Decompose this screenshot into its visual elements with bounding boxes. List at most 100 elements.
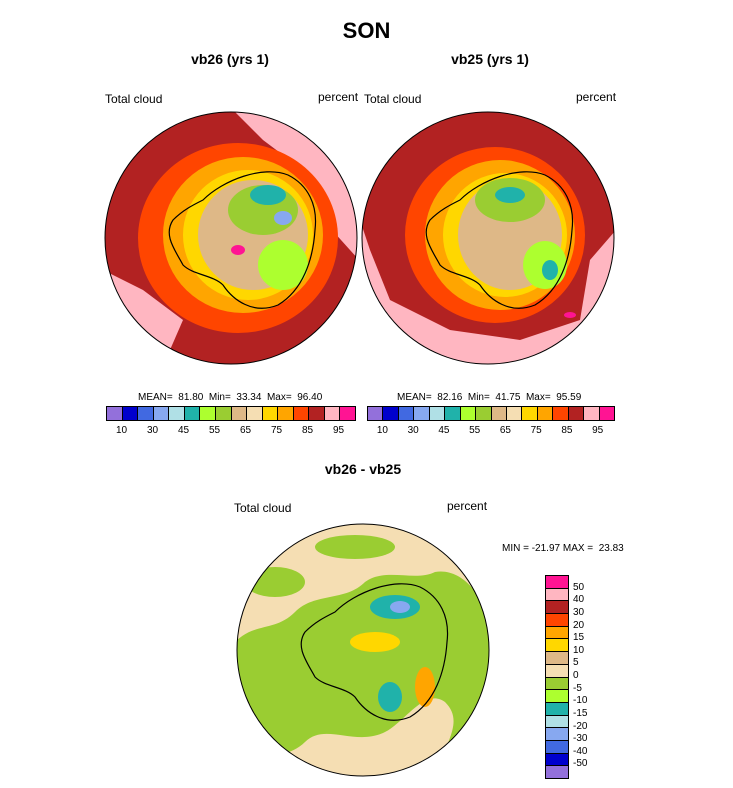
colorbar-swatch — [476, 407, 492, 420]
diff-green-region — [315, 535, 395, 559]
antarctica-coastline — [300, 583, 449, 721]
antarctica-coastline — [425, 171, 574, 309]
colorbar-swatch — [546, 753, 568, 767]
colorbar-tick-label: 20 — [573, 619, 585, 631]
colorbar-tick-label: -30 — [573, 733, 588, 745]
panel-left-subtitle: vb26 (yrs 1) — [191, 51, 269, 67]
panel-left-units-label: percent — [318, 90, 359, 104]
colorbar-tick-label: 40 — [573, 594, 585, 606]
colorbar-swatch — [184, 407, 201, 420]
panel-left-stats: MEAN= 81.80 Min= 33.34 Max= 96.40 — [138, 392, 323, 403]
colorbar-tick-label: 10 — [376, 425, 388, 436]
colorbar-swatch — [546, 626, 568, 640]
diff-green-region — [237, 571, 489, 776]
colorbar-swatch — [309, 407, 325, 420]
panel-right-variable-label: Total cloud — [364, 92, 422, 106]
colorbar-tick-label: 0 — [573, 670, 579, 681]
land-magenta-region — [231, 245, 245, 255]
colorbar-swatch — [546, 766, 568, 778]
colorbar-tick-label: 45 — [438, 425, 450, 436]
colorbar-swatch — [599, 407, 614, 420]
colorbar-swatch — [231, 407, 248, 420]
colorbar-swatch — [584, 407, 600, 420]
colorbar-swatch — [506, 407, 523, 420]
map-right — [361, 111, 615, 365]
colorbar-tick-label: -15 — [573, 707, 588, 719]
land-green-region — [258, 240, 308, 290]
colorbar-swatch — [445, 407, 461, 420]
colorbar-swatch — [153, 407, 170, 420]
colorbar-swatch — [368, 407, 384, 420]
colorbar-swatch — [546, 690, 568, 703]
colorbar-tick-label: 95 — [332, 425, 345, 436]
colorbar-tick-label: 65 — [499, 425, 511, 436]
colorbar-tick-label: 10 — [573, 644, 585, 656]
land-blue-region — [274, 211, 292, 225]
colorbar-tick-label: 5 — [573, 657, 579, 669]
colorbar-left-ticks: 10 30 45 55 65 75 85 95 — [106, 425, 354, 439]
colorbar-difference-ticks: 50 40 30 20 15 10 5 0 -5 -10 -15 -20 -30 -40 -50 — [573, 575, 613, 777]
colorbar-swatch — [215, 407, 232, 420]
land-teal-region — [495, 187, 525, 203]
diff-orange-region — [415, 667, 435, 707]
colorbar-tick-label: 10 — [115, 425, 128, 436]
colorbar-tick-label: -20 — [573, 720, 588, 732]
colorbar-swatch — [553, 407, 569, 420]
panel-right-units-label: percent — [576, 90, 617, 104]
diff-yellow-region — [350, 632, 400, 652]
colorbar-tick-label: 85 — [561, 425, 573, 436]
colorbar-swatch — [546, 728, 568, 741]
colorbar-swatch — [200, 407, 216, 420]
land-teal-region — [250, 185, 286, 205]
colorbar-right — [367, 406, 615, 421]
colorbar-tick-label: 30 — [407, 425, 419, 436]
diff-subtitle: vb26 - vb25 — [324, 461, 402, 477]
colorbar-swatch — [340, 407, 355, 420]
colorbar-swatch — [278, 407, 294, 420]
diff-blue-region — [390, 601, 410, 613]
colorbar-tick-label: 30 — [146, 425, 159, 436]
colorbar-swatch — [537, 407, 554, 420]
colorbar-right-ticks: 10 30 45 55 65 75 85 95 — [367, 425, 613, 439]
colorbar-tick-label: 65 — [239, 425, 252, 436]
colorbar-tick-label: 95 — [592, 425, 604, 436]
map-left — [104, 111, 358, 365]
colorbar-swatch — [568, 407, 585, 420]
colorbar-tick-label: 15 — [573, 632, 585, 644]
colorbar-tick-label: 55 — [208, 425, 221, 436]
colorbar-swatch — [383, 407, 399, 420]
colorbar-swatch — [460, 407, 477, 420]
colorbar-swatch — [546, 588, 568, 602]
colorbar-swatch — [491, 407, 507, 420]
diff-green-region — [245, 567, 305, 597]
diff-teal-region — [378, 682, 402, 712]
colorbar-swatch — [546, 614, 568, 627]
colorbar-tick-label: -5 — [573, 682, 582, 694]
colorbar-tick-label: -40 — [573, 745, 588, 757]
colorbar-swatch — [169, 407, 185, 420]
colorbar-swatch — [546, 576, 568, 589]
colorbar-tick-label: 50 — [573, 581, 585, 593]
colorbar-swatch — [546, 740, 568, 754]
colorbar-swatch — [414, 407, 430, 420]
colorbar-tick-label: 45 — [177, 425, 190, 436]
diff-variable-label: Total cloud — [234, 501, 292, 515]
page-title: SON — [342, 18, 391, 43]
colorbar-swatch — [546, 715, 568, 729]
colorbar-tick-label: -10 — [573, 695, 588, 707]
diff-minmax: MIN = -21.97 MAX = 23.83 — [502, 543, 624, 554]
colorbar-tick-label: 30 — [573, 606, 585, 618]
colorbar-swatch — [546, 652, 568, 665]
land-teal-region — [542, 260, 558, 280]
colorbar-swatch — [262, 407, 279, 420]
colorbar-tick-label: 75 — [270, 425, 283, 436]
colorbar-swatch — [546, 639, 568, 653]
diff-units-label: percent — [447, 499, 488, 513]
colorbar-swatch — [293, 407, 310, 420]
colorbar-swatch — [138, 407, 154, 420]
colorbar-tick-label: 75 — [530, 425, 542, 436]
colorbar-swatch — [122, 407, 139, 420]
colorbar-swatch — [429, 407, 446, 420]
colorbar-tick-label: 85 — [301, 425, 314, 436]
land-magenta-region — [564, 312, 576, 318]
